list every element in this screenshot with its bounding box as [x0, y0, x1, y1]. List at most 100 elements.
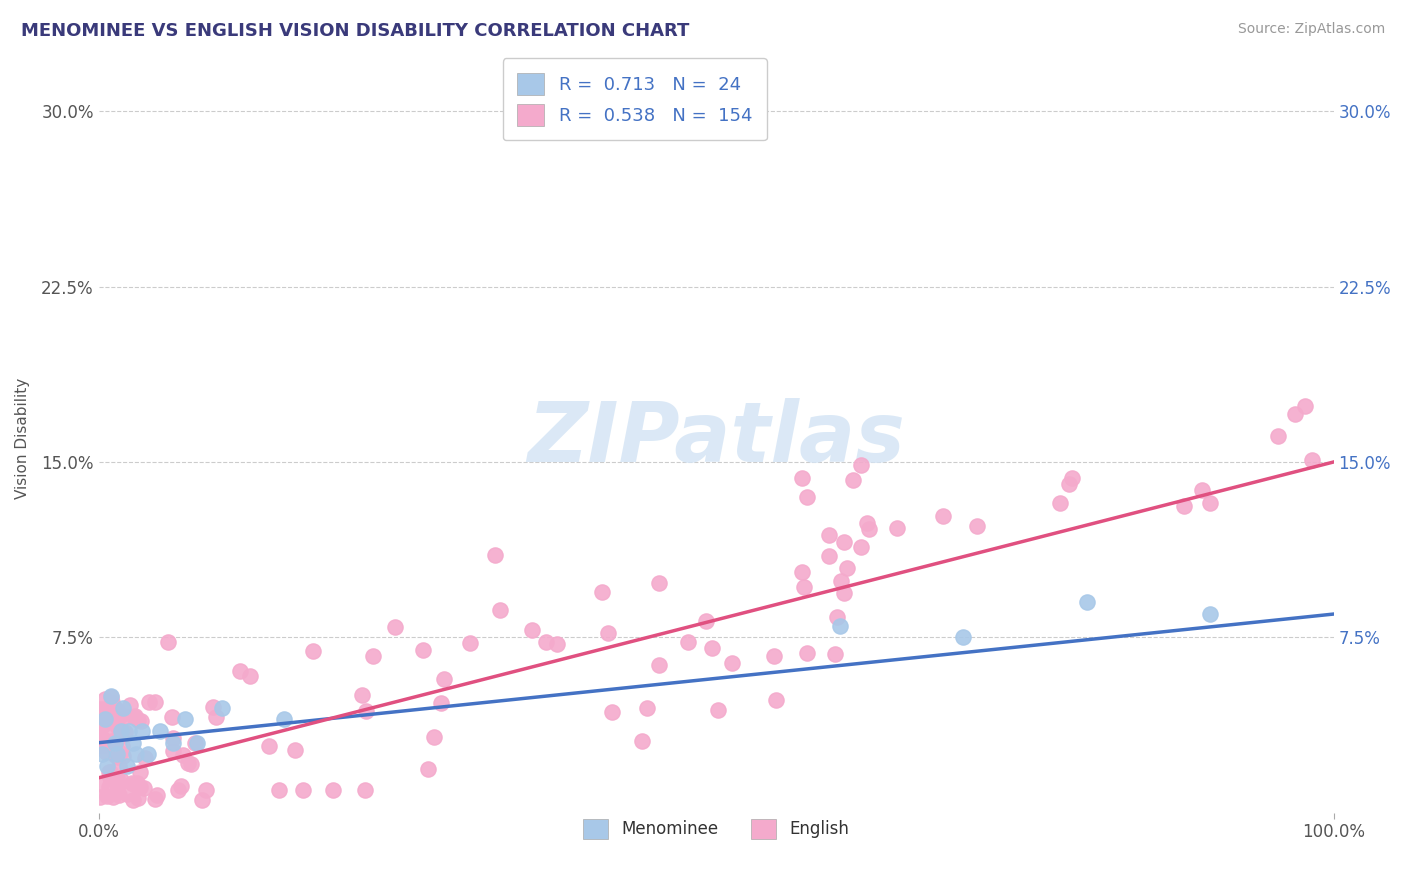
Text: Source: ZipAtlas.com: Source: ZipAtlas.com [1237, 22, 1385, 37]
Point [125, 776, 148, 790]
Point [157, 634, 180, 648]
Point [1267, 429, 1289, 443]
Point [115, 709, 138, 723]
Point [856, 516, 879, 530]
Point [98, 770, 121, 784]
Point [122, 710, 145, 724]
Point [429, 697, 451, 711]
Point [591, 585, 613, 599]
Point [952, 631, 974, 645]
Point [149, 724, 172, 739]
Point [796, 646, 818, 660]
Point [1301, 453, 1323, 467]
Point [115, 787, 138, 801]
Point [1076, 595, 1098, 609]
Point [146, 788, 169, 802]
Point [107, 750, 129, 764]
Point [536, 634, 558, 648]
Point [162, 731, 184, 745]
Point [849, 458, 872, 472]
Point [90, 702, 112, 716]
Point [110, 724, 132, 739]
Point [89, 790, 111, 805]
Point [98, 765, 121, 780]
Point [636, 701, 658, 715]
Point [101, 706, 124, 721]
Point [211, 700, 233, 714]
Point [129, 780, 152, 794]
Point [91, 747, 114, 762]
Point [143, 695, 166, 709]
Point [350, 688, 373, 702]
Point [90, 712, 112, 726]
Point [830, 574, 852, 589]
Point [647, 575, 669, 590]
Point [89, 718, 111, 732]
Point [817, 549, 839, 564]
Point [1173, 500, 1195, 514]
Point [631, 734, 654, 748]
Point [828, 619, 851, 633]
Point [1284, 407, 1306, 421]
Point [162, 744, 184, 758]
Point [832, 585, 855, 599]
Point [170, 779, 193, 793]
Point [101, 733, 124, 747]
Point [110, 773, 132, 788]
Point [114, 724, 136, 739]
Point [765, 692, 787, 706]
Point [104, 738, 127, 752]
Point [90, 777, 112, 791]
Point [167, 782, 190, 797]
Point [134, 750, 156, 764]
Point [183, 736, 205, 750]
Point [110, 724, 132, 739]
Point [107, 779, 129, 793]
Point [596, 625, 619, 640]
Point [239, 669, 262, 683]
Point [98, 764, 121, 779]
Point [107, 749, 129, 764]
Point [160, 710, 183, 724]
Point [180, 756, 202, 771]
Point [762, 649, 785, 664]
Point [98, 721, 121, 735]
Point [520, 624, 543, 638]
Point [108, 789, 131, 803]
Point [416, 762, 439, 776]
Point [1049, 496, 1071, 510]
Point [104, 736, 127, 750]
Point [702, 640, 724, 655]
Point [600, 705, 623, 719]
Point [484, 549, 506, 563]
Point [110, 707, 132, 722]
Point [94, 746, 117, 760]
Point [162, 736, 184, 750]
Point [1062, 471, 1084, 485]
Point [108, 746, 131, 760]
Point [121, 776, 143, 790]
Point [647, 657, 669, 672]
Point [354, 704, 377, 718]
Point [91, 717, 114, 731]
Point [104, 702, 127, 716]
Point [107, 704, 129, 718]
Point [489, 603, 512, 617]
Point [118, 724, 141, 739]
Point [1199, 607, 1222, 621]
Point [100, 695, 122, 709]
Point [818, 528, 841, 542]
Point [96, 789, 118, 804]
Point [825, 609, 848, 624]
Point [103, 789, 125, 804]
Text: MENOMINEE VS ENGLISH VISION DISABILITY CORRELATION CHART: MENOMINEE VS ENGLISH VISION DISABILITY C… [21, 22, 689, 40]
Point [112, 700, 135, 714]
Point [291, 782, 314, 797]
Point [89, 724, 111, 739]
Legend: R =  0.713   N =  24, R =  0.538   N =  154: R = 0.713 N = 24, R = 0.538 N = 154 [503, 58, 766, 140]
Point [1191, 483, 1213, 498]
Point [104, 776, 127, 790]
Point [284, 742, 307, 756]
Point [122, 736, 145, 750]
Point [191, 793, 214, 807]
